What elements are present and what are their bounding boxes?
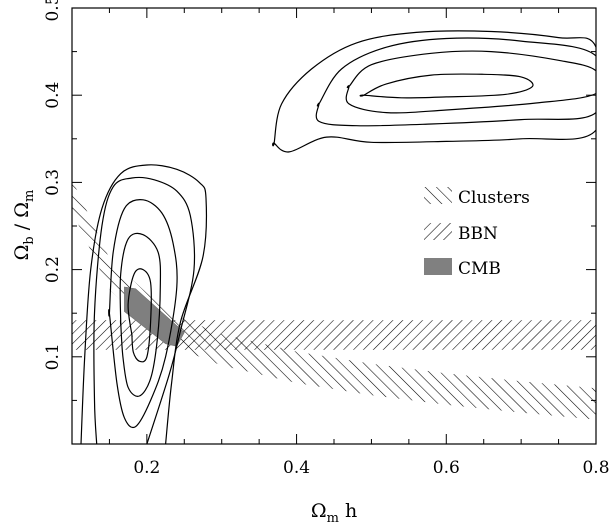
x-tick-label: 0.2 <box>133 458 160 478</box>
axes: 0.2 0.4 0.6 0.8 0.1 0.2 0.3 0.4 0.5 <box>43 0 610 478</box>
x-tick-label: 0.6 <box>433 458 460 478</box>
legend-swatch-cmb <box>424 258 452 275</box>
upper-contour-4 <box>272 30 596 153</box>
x-axis-title-subscript: m <box>327 511 339 526</box>
x-axis-title-symbol: Ω <box>311 500 327 522</box>
x-tick-label: 0.8 <box>582 458 609 478</box>
y-tick-label: 0.5 <box>43 0 63 22</box>
lower-contour-2 <box>119 232 162 397</box>
upper-contour-2 <box>345 50 596 114</box>
lower-contour-3 <box>108 199 178 429</box>
y-axis-title-mid: / Ω <box>11 202 33 236</box>
y-tick-label: 0.4 <box>43 82 63 109</box>
plot-area <box>72 30 596 444</box>
legend-label-clusters: Clusters <box>458 188 530 208</box>
legend-swatch-clusters <box>424 187 452 204</box>
clusters-band <box>72 179 596 420</box>
upper-contour-1 <box>359 73 534 99</box>
lower-contour-1 <box>127 268 152 363</box>
x-axis-title: Ωm h <box>311 500 357 526</box>
legend-label-bbn: BBN <box>458 224 498 244</box>
legend-swatch-bbn <box>424 223 452 240</box>
y-axis-title-symbol: Ω <box>11 245 33 261</box>
legend-label-cmb: CMB <box>458 259 501 279</box>
y-tick-label: 0.3 <box>43 169 63 196</box>
y-axis-title-subscript-m: m <box>22 190 37 202</box>
x-axis-title-rest: h <box>339 500 357 522</box>
lower-contour-5 <box>80 164 208 444</box>
y-axis-title-subscript-b: b <box>22 236 37 244</box>
lower-contour-4 <box>93 176 196 444</box>
legend: Clusters BBN CMB <box>424 187 530 279</box>
x-tick-label: 0.4 <box>283 458 310 478</box>
y-tick-label: 0.2 <box>43 256 63 283</box>
y-axis-title: Ωb / Ωm <box>11 190 37 261</box>
y-tick-label: 0.1 <box>43 343 63 370</box>
